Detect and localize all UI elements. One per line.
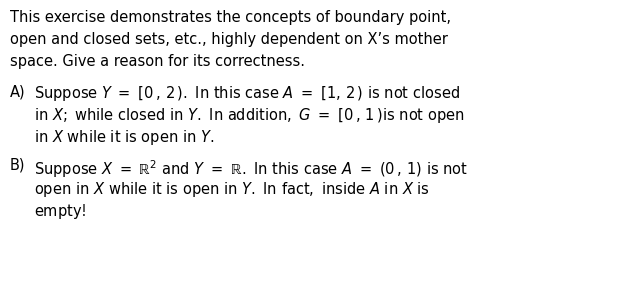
Text: $\mathrm{Suppose\ }\mathit{X}\mathrm{\ =\ \mathbb{R}^2\ and\ }\mathit{Y}\mathrm{: $\mathrm{Suppose\ }\mathit{X}\mathrm{\ =… [34,158,468,180]
Text: space. Give a reason for its correctness.: space. Give a reason for its correctness… [10,54,305,69]
Text: This exercise demonstrates the concepts of boundary point,: This exercise demonstrates the concepts … [10,10,451,25]
Text: $\mathrm{empty!}$: $\mathrm{empty!}$ [34,202,86,221]
Text: A): A) [10,84,26,99]
Text: B): B) [10,158,25,173]
Text: $\mathrm{in\ }\mathit{X}\mathrm{;\ while\ closed\ in\ }\mathit{Y}\mathrm{.\ In\ : $\mathrm{in\ }\mathit{X}\mathrm{;\ while… [34,106,465,125]
Text: $\mathrm{in\ }\mathit{X}\mathrm{\ while\ it\ is\ open\ in\ }\mathit{Y}\mathrm{.}: $\mathrm{in\ }\mathit{X}\mathrm{\ while\… [34,128,214,147]
Text: $\mathrm{Suppose\ }\mathit{Y}\mathrm{\ =\ [0\,,\,2\,).\ In\ this\ case\ }\mathit: $\mathrm{Suppose\ }\mathit{Y}\mathrm{\ =… [34,84,460,103]
Text: open and closed sets, etc., highly dependent on X’s mother: open and closed sets, etc., highly depen… [10,32,448,47]
Text: $\mathrm{open\ in\ }\mathit{X}\mathrm{\ while\ it\ is\ open\ in\ }\mathit{Y}\mat: $\mathrm{open\ in\ }\mathit{X}\mathrm{\ … [34,180,430,199]
